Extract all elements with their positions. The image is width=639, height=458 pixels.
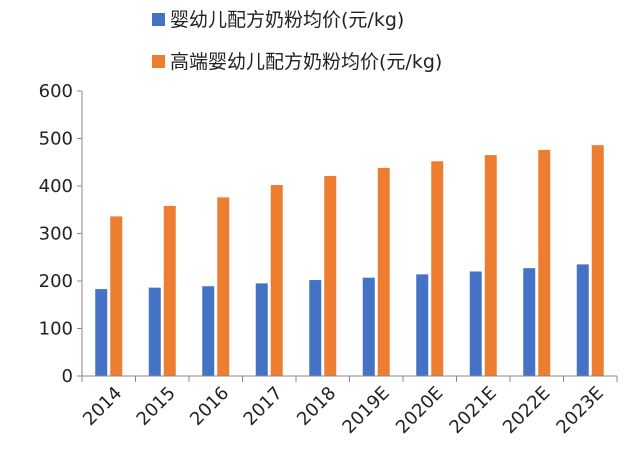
- bar-s1-2019E: [377, 167, 390, 376]
- x-tick-label-5: 2019E: [338, 383, 393, 438]
- bar-s1-2017: [270, 185, 283, 376]
- watermark-text: 格隆汇: [600, 431, 639, 449]
- bar-s0-2021E: [469, 271, 482, 376]
- x-axis: 2014 2015 2016 2017 20182019E2020E2021E2022E…: [79, 375, 618, 438]
- bar-s1-2021E: [484, 155, 497, 376]
- bar-s0-2022E: [523, 268, 536, 376]
- bar-s1-2023E: [591, 145, 604, 376]
- bar-s0-2015: [148, 287, 161, 376]
- bar-s0-2018: [309, 280, 322, 376]
- y-tick-label-6: 600: [39, 81, 73, 102]
- y-tick-label-5: 500: [39, 129, 73, 150]
- bar-s1-2016: [217, 197, 230, 376]
- y-tick-label-4: 400: [39, 176, 73, 197]
- x-tick-label-0: 2014: [79, 383, 126, 430]
- x-tick-label-8: 2022E: [499, 383, 554, 438]
- bar-s1-2022E: [538, 149, 551, 376]
- bar-s0-2017: [255, 283, 268, 376]
- y-axis: 0 100 200 300 400 500 600: [39, 81, 83, 387]
- legend-swatch-1: [152, 55, 165, 68]
- bar-s1-2018: [324, 176, 337, 376]
- y-tick-label-1: 100: [39, 319, 73, 340]
- bar-s1-2015: [163, 205, 176, 376]
- y-tick-label-2: 200: [39, 271, 73, 292]
- x-tick-label-1: 2015: [133, 383, 180, 430]
- y-tick-label-0: 0: [62, 366, 73, 387]
- bar-s0-2016: [202, 286, 215, 376]
- x-tick-label-7: 2021E: [445, 383, 500, 438]
- x-tick-label-4: 2018: [293, 383, 340, 430]
- y-tick-label-3: 300: [39, 224, 73, 245]
- x-tick-label-6: 2020E: [392, 383, 447, 438]
- bar-s1-2014: [110, 216, 123, 376]
- legend-swatch-0: [152, 13, 165, 26]
- legend-label-0: 婴幼儿配方奶粉均价(元/kg): [170, 9, 404, 31]
- bar-s0-2019E: [362, 277, 375, 376]
- bars: [95, 145, 604, 376]
- legend-label-1: 高端婴幼儿配方奶粉均价(元/kg): [170, 51, 442, 73]
- bar-s0-2023E: [576, 264, 589, 376]
- bar-s1-2020E: [431, 161, 444, 376]
- bar-s0-2020E: [416, 274, 429, 376]
- x-tick-label-3: 2017: [240, 383, 287, 430]
- watermark-logo-icon: [579, 430, 597, 448]
- watermark: 格隆汇: [579, 430, 639, 449]
- bar-s0-2014: [95, 289, 108, 376]
- legend: 婴幼儿配方奶粉均价(元/kg) 高端婴幼儿配方奶粉均价(元/kg): [152, 9, 442, 73]
- x-tick-label-9: 2023E: [552, 383, 607, 438]
- x-tick-label-2: 2016: [186, 383, 233, 430]
